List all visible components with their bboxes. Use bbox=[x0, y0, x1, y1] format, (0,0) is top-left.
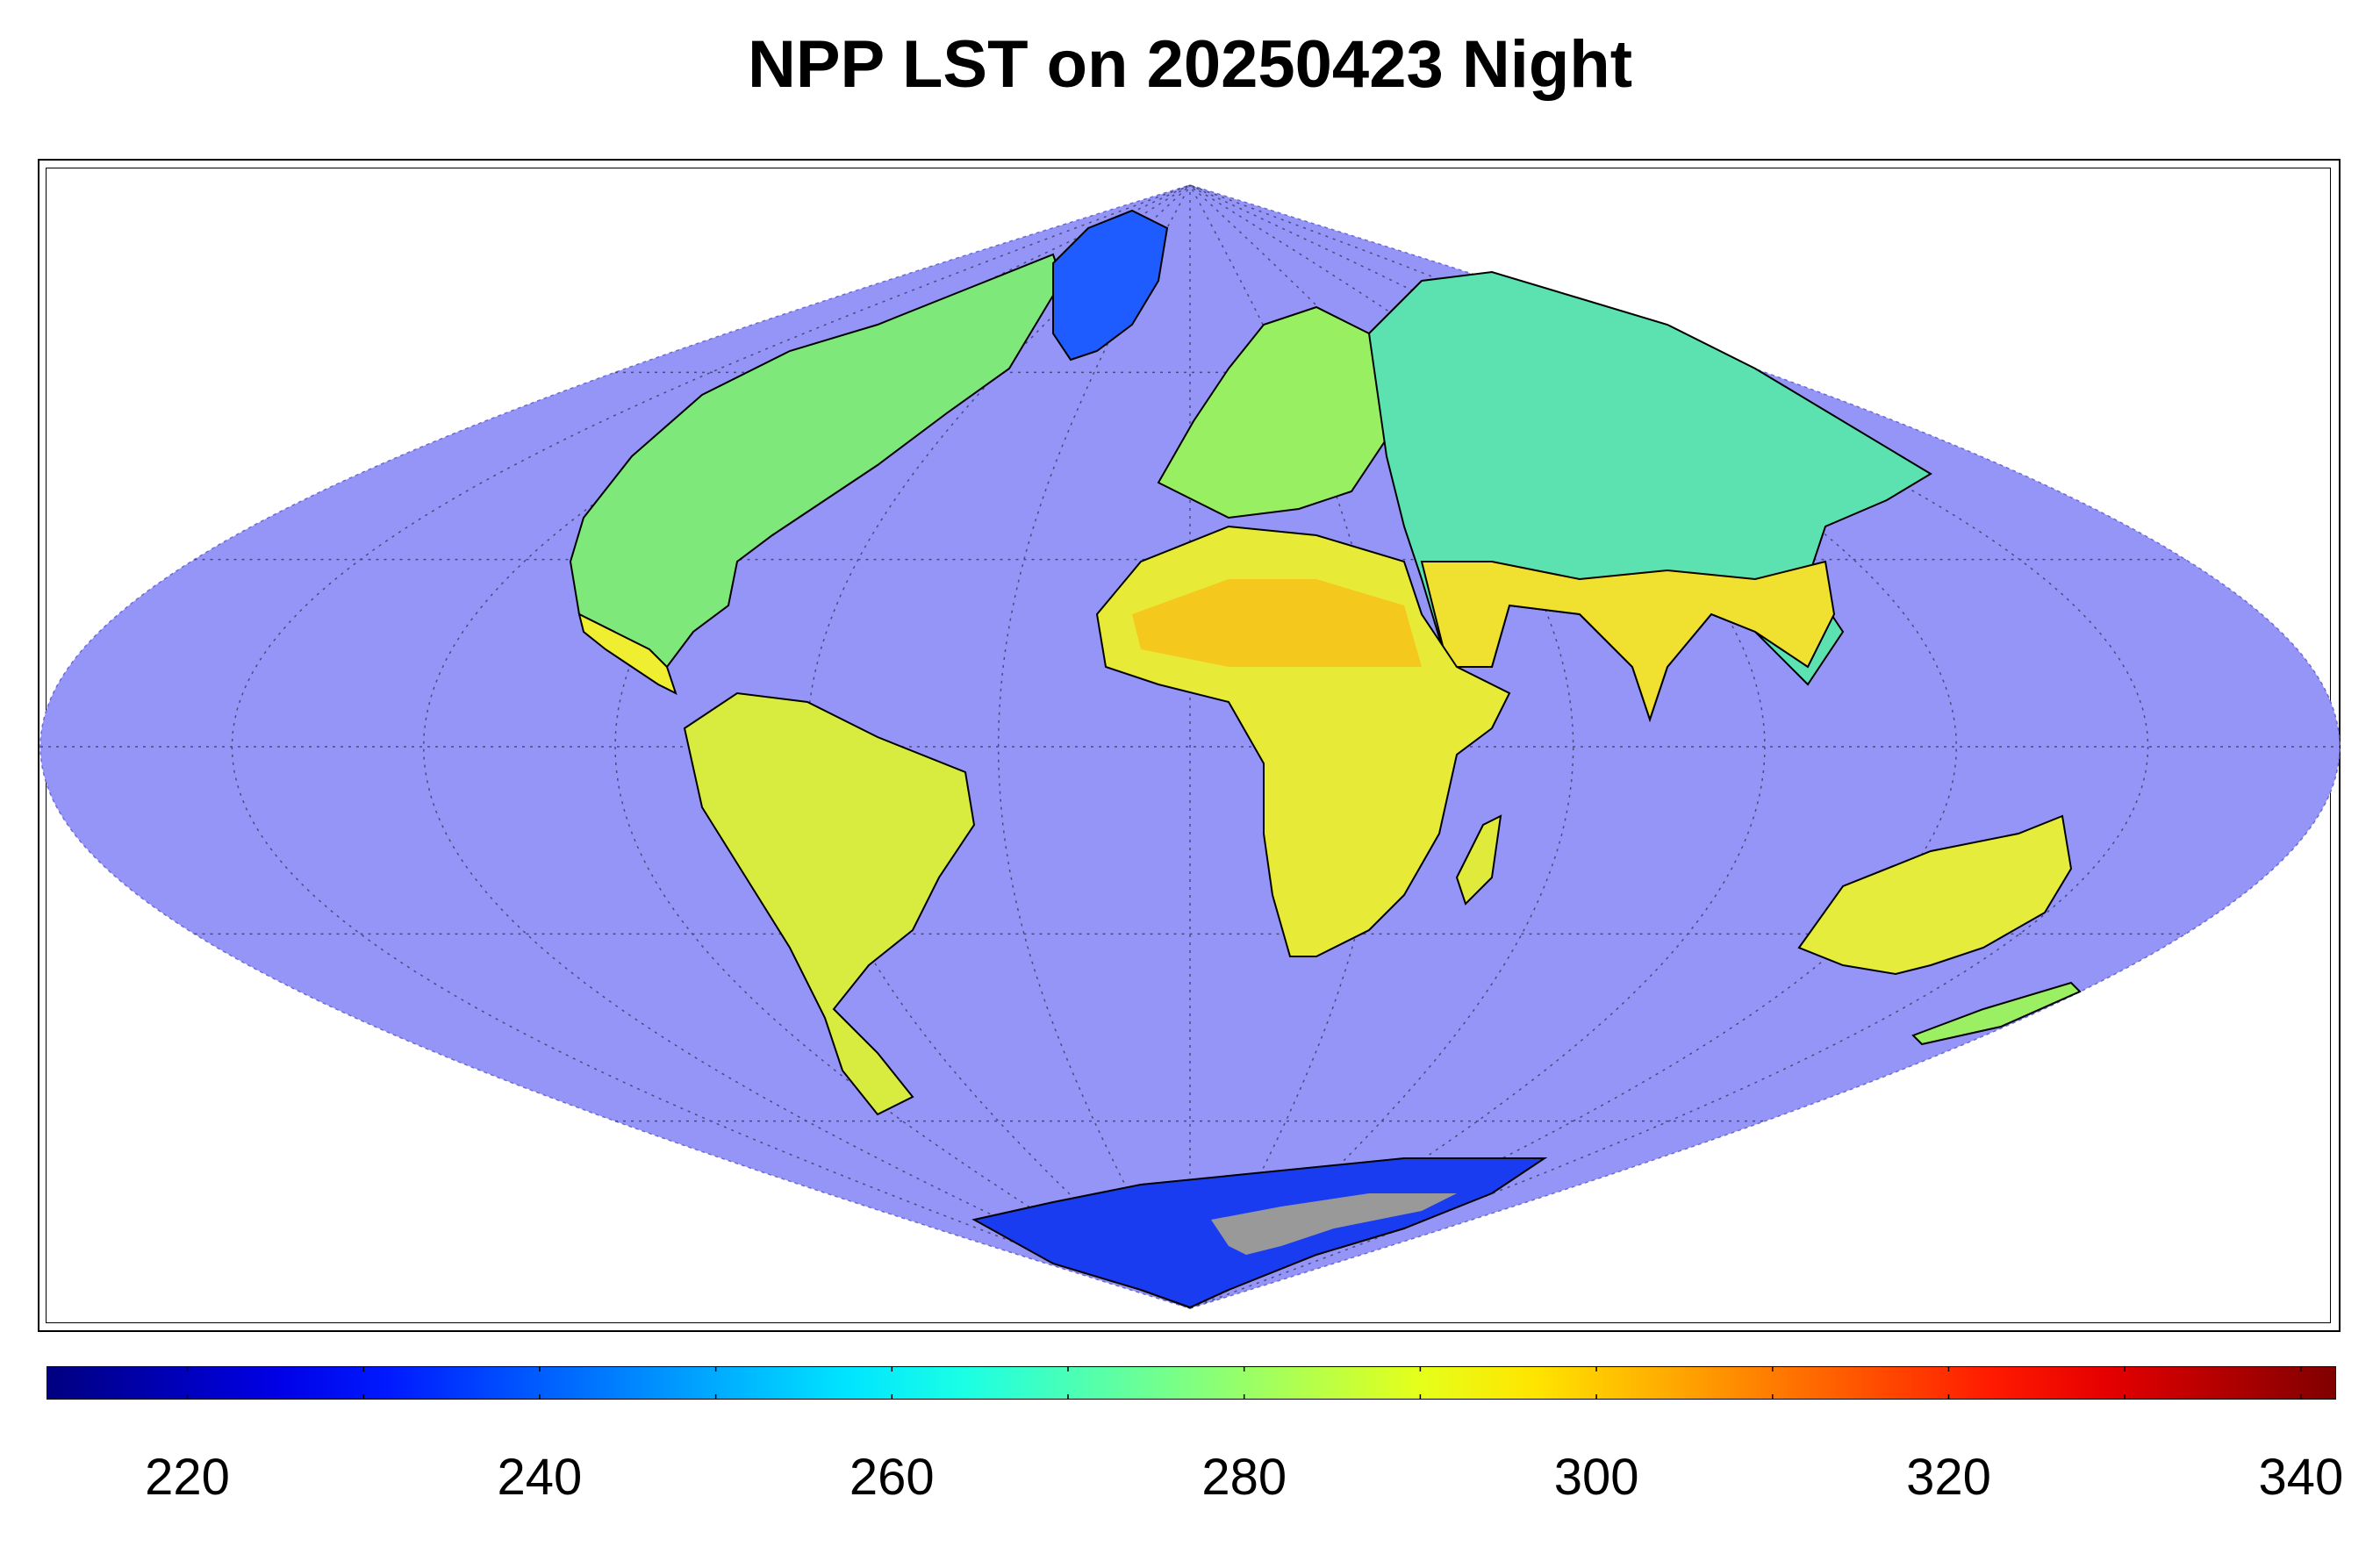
colorbar-tick-label: 220 bbox=[145, 1449, 230, 1506]
antarctica-nodata bbox=[1211, 1193, 1457, 1255]
asia-south bbox=[1420, 560, 1836, 723]
meridian-line bbox=[1189, 184, 2149, 1309]
colorbar-tick-label: 340 bbox=[2258, 1449, 2344, 1506]
north-america-south bbox=[577, 612, 677, 695]
colorbar-tick-label: 260 bbox=[849, 1449, 935, 1506]
colorbar bbox=[47, 1366, 2336, 1400]
meridian-line bbox=[997, 184, 1191, 1309]
colorbar-tick-label: 240 bbox=[497, 1449, 583, 1506]
colorbar-tick-label: 320 bbox=[1906, 1449, 1991, 1506]
colorbar-tick-label: 280 bbox=[1201, 1449, 1287, 1506]
colorbar-ticks bbox=[186, 1366, 2302, 1400]
sahara bbox=[1132, 579, 1422, 667]
greenland bbox=[1052, 209, 1169, 362]
map-title: NPP LST on 20250423 Night bbox=[747, 27, 1633, 102]
colorbar-tick-label: 300 bbox=[1553, 1449, 1639, 1506]
australia bbox=[1797, 814, 2073, 976]
map-frame bbox=[38, 159, 2341, 1332]
madagascar bbox=[1455, 814, 1502, 906]
new-zealand bbox=[1911, 981, 2082, 1046]
south-america bbox=[683, 691, 976, 1116]
